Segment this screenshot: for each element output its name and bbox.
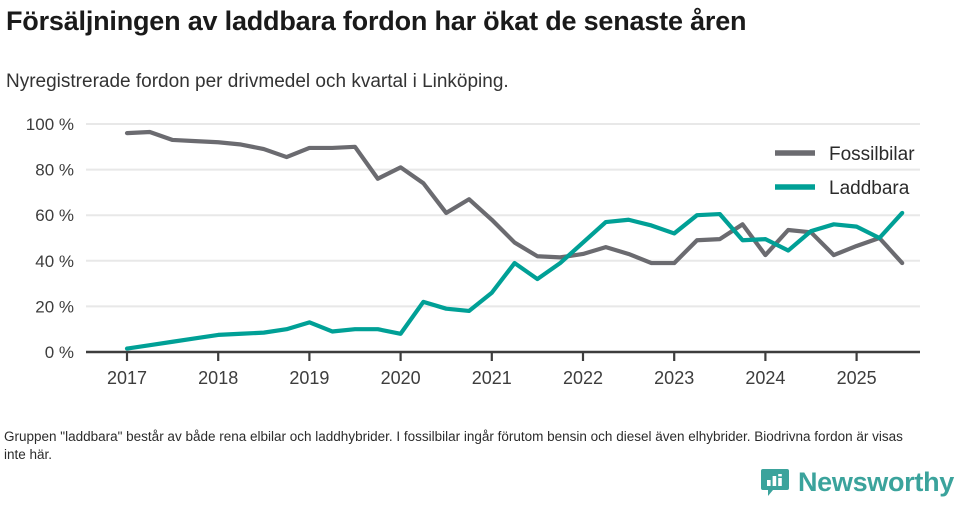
page-title: Försäljningen av laddbara fordon har öka… — [6, 6, 747, 36]
x-axis-tick-label: 2017 — [107, 368, 147, 388]
x-axis-tick-label: 2021 — [472, 368, 512, 388]
x-axis-tick-label: 2020 — [381, 368, 421, 388]
y-axis-tick-label: 60 % — [35, 206, 74, 225]
y-axis-tick-label: 20 % — [35, 297, 74, 316]
x-axis-tick-label: 2018 — [198, 368, 238, 388]
x-axis-tick-label: 2023 — [654, 368, 694, 388]
y-axis-tick-label: 40 % — [35, 252, 74, 271]
x-axis-tick-label: 2019 — [289, 368, 329, 388]
series-line-laddbara — [124, 210, 905, 351]
x-axis-tick-label: 2025 — [837, 368, 877, 388]
y-axis-tick-label: 0 % — [45, 343, 74, 362]
legend-label-fossilbilar: Fossilbilar — [829, 144, 915, 165]
x-axis-tick-label: 2022 — [563, 368, 603, 388]
legend-label-laddbara: Laddbara — [829, 178, 910, 199]
x-axis-tick-label: 2024 — [745, 368, 785, 388]
chart-footnote: Gruppen "laddbara" består av både rena e… — [4, 429, 903, 462]
y-axis-tick-label: 100 % — [26, 115, 74, 134]
y-axis-tick-label: 80 % — [35, 161, 74, 180]
series-line-fossilbilar — [124, 129, 905, 266]
newsworthy-logo: Newsworthy — [760, 467, 954, 497]
chart-container: 0 % 20 % 40 % 60 % 80 % 100 % 2017 2018 2019 2020… — [0, 108, 960, 398]
page-subtitle: Nyregistrerade fordon per drivmedel och … — [6, 71, 509, 92]
bar-chart-bubble-icon — [760, 469, 789, 496]
logo-wordmark: Newsworthy — [797, 467, 954, 497]
line-chart: 0 % 20 % 40 % 60 % 80 % 100 % 2017 2018 2019 2020… — [26, 115, 920, 388]
